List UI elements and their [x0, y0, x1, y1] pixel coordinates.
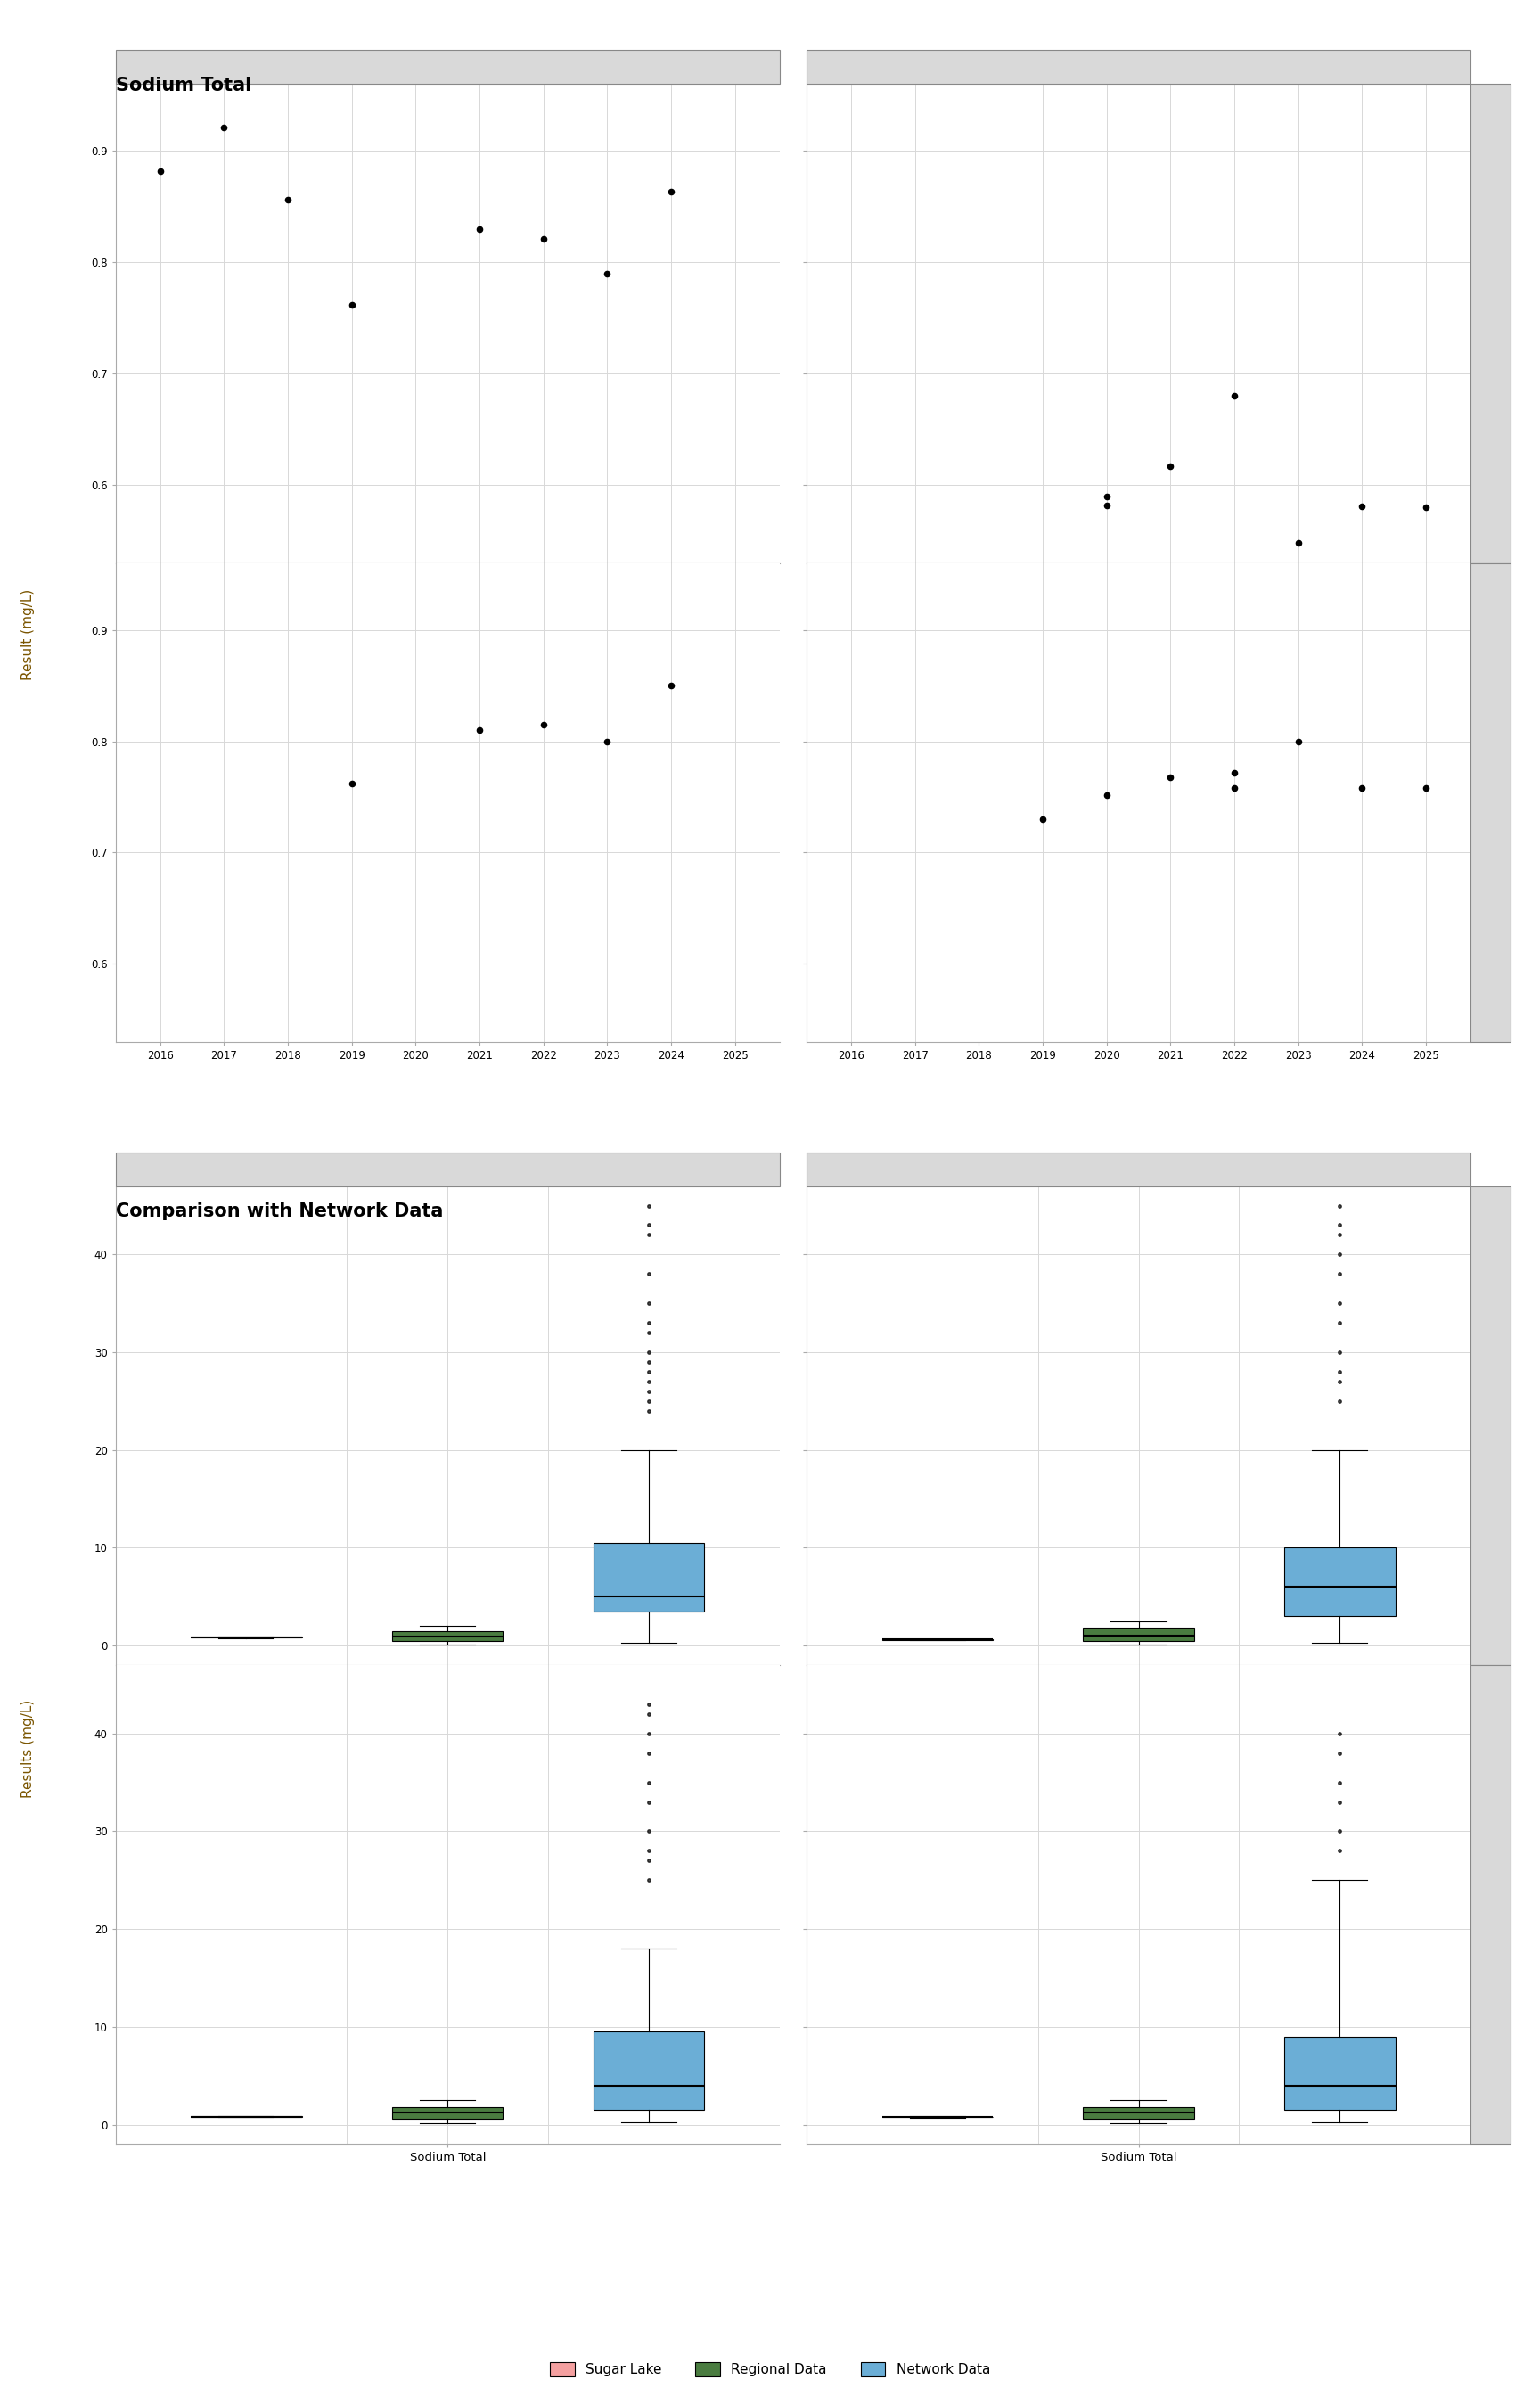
PathPatch shape: [393, 2106, 504, 2118]
Text: Hypolimnion: Hypolimnion: [1495, 1869, 1506, 1938]
Point: [213, 108, 237, 146]
Point: [659, 666, 684, 704]
PathPatch shape: [593, 1543, 704, 1613]
Point: [659, 173, 684, 211]
Point: [1095, 486, 1120, 525]
Legend: Sugar Lake, Regional Data, Network Data: Sugar Lake, Regional Data, Network Data: [545, 2358, 995, 2382]
Point: [339, 285, 363, 323]
Point: [1223, 752, 1247, 791]
PathPatch shape: [1083, 2106, 1194, 2118]
Bar: [807, 1152, 1471, 1186]
Point: [1286, 525, 1311, 563]
Point: [1286, 721, 1311, 760]
Text: Epilimnion: Epilimnion: [1495, 295, 1506, 352]
Bar: [807, 50, 1471, 84]
PathPatch shape: [1284, 2037, 1395, 2111]
Point: [1030, 800, 1055, 839]
Point: [1095, 776, 1120, 815]
Point: [594, 254, 619, 292]
Text: Comparison with Network Data: Comparison with Network Data: [116, 1203, 444, 1220]
Bar: [1471, 84, 1511, 563]
Point: [1349, 769, 1374, 807]
Bar: [1471, 1665, 1511, 2144]
PathPatch shape: [1284, 1548, 1395, 1617]
Point: [531, 220, 556, 259]
Point: [1223, 769, 1247, 807]
Point: [1158, 757, 1183, 795]
Text: Hypolimnion: Hypolimnion: [1495, 767, 1506, 836]
Text: Results (mg/L): Results (mg/L): [22, 1699, 34, 1799]
PathPatch shape: [393, 1632, 504, 1641]
Bar: [116, 50, 779, 84]
Point: [467, 208, 491, 247]
PathPatch shape: [1083, 1627, 1194, 1641]
Point: [467, 712, 491, 750]
Point: [1414, 769, 1438, 807]
Text: Epilimnion: Epilimnion: [1495, 1397, 1506, 1454]
Bar: [1471, 1186, 1511, 1665]
Bar: [116, 1152, 779, 1186]
Text: Sodium Total: Sodium Total: [116, 77, 251, 93]
Point: [148, 151, 172, 189]
Point: [276, 180, 300, 218]
Point: [1349, 486, 1374, 525]
Text: Summer: Summer: [1112, 55, 1164, 67]
Text: Summer: Summer: [1112, 1157, 1164, 1169]
Bar: [1471, 563, 1511, 1042]
PathPatch shape: [593, 2032, 704, 2111]
Point: [1095, 477, 1120, 515]
Point: [339, 764, 363, 803]
Point: [1414, 489, 1438, 527]
Point: [1158, 446, 1183, 484]
Text: Result (mg/L): Result (mg/L): [22, 589, 34, 680]
Point: [594, 721, 619, 760]
Point: [531, 704, 556, 743]
Text: Spring: Spring: [428, 55, 468, 67]
Point: [1223, 376, 1247, 415]
Text: Spring: Spring: [428, 1157, 468, 1169]
